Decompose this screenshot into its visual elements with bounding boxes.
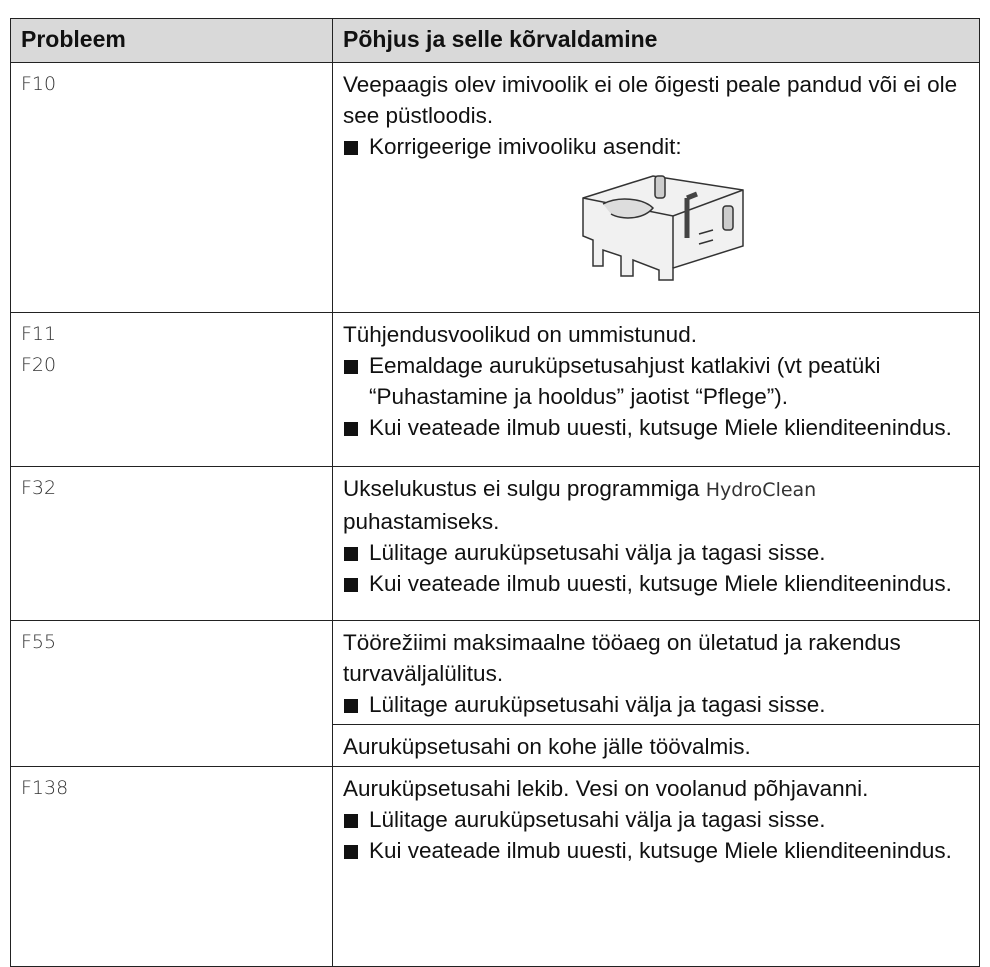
cause-text: Auruküpsetusahi lekib. Vesi on voolanud …	[343, 776, 869, 801]
step-text: Lülitage auruküpsetusahi välja ja tagasi…	[369, 692, 826, 717]
step-text: Korrigeerige imivooliku asendit:	[369, 134, 682, 159]
cause: Ukselukustus ei sulgu programmiga HydroC…	[343, 473, 969, 537]
code-cell: F138	[10, 766, 333, 967]
table-body: F10 Veepaagis olev imivoolik ei ole õiges…	[10, 62, 980, 967]
error-code: F32	[21, 477, 57, 499]
bullet	[344, 141, 358, 155]
code-cell: F32	[10, 466, 333, 621]
cause-text: Veepaagis olev imivoolik ei ole õigesti …	[343, 72, 958, 128]
header-cell: Probleem	[10, 18, 333, 63]
program-name: HydroClean	[705, 479, 817, 501]
step: Kui veateade ilmub uuesti, kutsuge Miele…	[343, 412, 969, 443]
note: Auruküpsetusahi on kohe jälle töövalmis.	[333, 724, 979, 762]
error-code: F55	[21, 631, 57, 653]
cause-text: Töörežiimi maksimaalne tööaeg on ületatu…	[343, 630, 901, 686]
step: Lülitage auruküpsetusahi välja ja tagasi…	[343, 689, 969, 720]
error-code: F10	[21, 73, 57, 95]
step: Korrigeerige imivooliku asendit:	[343, 131, 969, 162]
cause-text: Tühjendusvoolikud on ummistunud.	[343, 322, 697, 347]
bullet	[344, 699, 358, 713]
bullet	[344, 845, 358, 859]
cause-text: puhastamiseks.	[343, 509, 500, 534]
cause-cell: Veepaagis olev imivoolik ei ole õigesti …	[332, 62, 980, 313]
error-code: F11	[21, 323, 57, 345]
cause-cell: Töörežiimi maksimaalne tööaeg on ületatu…	[332, 620, 980, 767]
cause-text: Ukselukustus ei sulgu programmiga	[343, 476, 700, 501]
step: Eemaldage auruküpsetusahjust katlakivi (…	[343, 350, 969, 412]
step-text: Lülitage auruküpsetusahi välja ja tagasi…	[369, 540, 826, 565]
table-row: F11 F20 Tühjendusvoolikud on ummistunud. Ee…	[10, 312, 980, 467]
cause: Veepaagis olev imivoolik ei ole õigesti …	[343, 69, 969, 131]
step: Kui veateade ilmub uuesti, kutsuge Miele…	[343, 835, 969, 866]
cause-cell: Ukselukustus ei sulgu programmiga HydroC…	[332, 466, 980, 621]
step: Kui veateade ilmub uuesti, kutsuge Miele…	[343, 568, 969, 599]
bullet	[344, 578, 358, 592]
cause: Tühjendusvoolikud on ummistunud.	[343, 319, 969, 350]
step: Lülitage auruküpsetusahi välja ja tagasi…	[343, 804, 969, 835]
bullet	[344, 422, 358, 436]
step-text: Kui veateade ilmub uuesti, kutsuge Miele…	[369, 838, 952, 863]
table-row: F55 Töörežiimi maksimaalne tööaeg on ület…	[10, 620, 980, 767]
header-row: Probleem Põhjus ja selle kõrvaldamine	[10, 18, 980, 63]
tank-illustration	[582, 175, 744, 281]
table-row: F32 Ukselukustus ei sulgu programmiga Hyd…	[10, 466, 980, 621]
table-row: F10 Veepaagis olev imivoolik ei ole õiges…	[10, 62, 980, 313]
bullet	[344, 360, 358, 374]
step-text: Kui veateade ilmub uuesti, kutsuge Miele…	[369, 415, 952, 440]
bullet	[344, 547, 358, 561]
step-text: Eemaldage auruküpsetusahjust katlakivi (…	[369, 353, 881, 409]
step-text: Kui veateade ilmub uuesti, kutsuge Miele…	[369, 571, 952, 596]
code-cell: F10	[10, 62, 333, 313]
code-cell: F55	[10, 620, 333, 767]
bullet	[344, 814, 358, 828]
error-code: F138	[21, 777, 69, 799]
code-cell: F11 F20	[10, 312, 333, 467]
cause-cell: Tühjendusvoolikud on ummistunud. Eemaldag…	[332, 312, 980, 467]
troubleshooting-table: Probleem Põhjus ja selle kõrvaldamine F1…	[10, 18, 980, 967]
step: Lülitage auruküpsetusahi välja ja tagasi…	[343, 537, 969, 568]
error-code: F20	[21, 354, 57, 376]
cause-cell: Auruküpsetusahi lekib. Vesi on voolanud …	[332, 766, 980, 967]
cause: Töörežiimi maksimaalne tööaeg on ületatu…	[343, 627, 969, 689]
cause: Auruküpsetusahi lekib. Vesi on voolanud …	[343, 773, 969, 804]
table-row: F138 Auruküpsetusahi lekib. Vesi on voola…	[10, 766, 980, 967]
step-text: Lülitage auruküpsetusahi välja ja tagasi…	[369, 807, 826, 832]
header-cell: Põhjus ja selle kõrvaldamine	[332, 18, 980, 63]
